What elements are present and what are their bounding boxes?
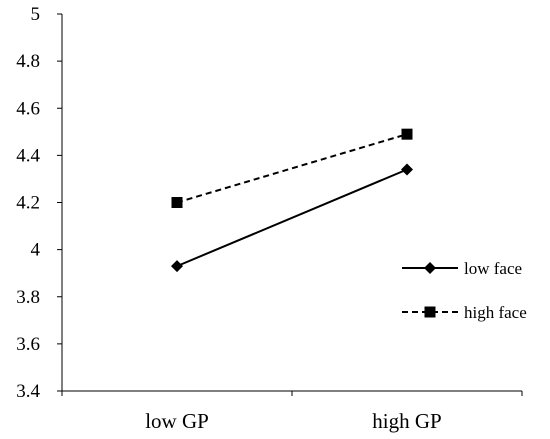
y-tick-label: 4.8 — [16, 51, 40, 72]
x-category-label: low GP — [145, 409, 209, 433]
y-axis-ticks: 3.4 3.6 3.8 4 4.2 4.4 4.6 4.8 5 — [16, 4, 62, 402]
series-line — [176, 168, 408, 268]
data-point-diamond — [401, 163, 413, 176]
data-point-square — [171, 197, 183, 208]
y-tick-label: 3.6 — [16, 334, 40, 355]
legend-marker-square — [424, 306, 436, 318]
y-tick-label: 4.6 — [16, 98, 40, 119]
series-high-face — [171, 128, 413, 208]
y-tick-label: 4.4 — [16, 145, 40, 166]
axes — [61, 14, 522, 392]
series-line — [176, 133, 408, 204]
data-point-square — [401, 128, 413, 140]
legend: low face high face — [402, 259, 527, 322]
legend-label: high face — [464, 303, 527, 322]
legend-marker-diamond — [424, 262, 436, 274]
legend-label: low face — [464, 259, 522, 278]
series-low-face — [171, 163, 413, 273]
data-point-diamond — [171, 260, 183, 273]
y-tick-label: 4.2 — [16, 193, 40, 214]
y-tick-label: 3.8 — [16, 287, 40, 308]
y-tick-label: 5 — [31, 4, 41, 25]
y-tick-label: 4 — [31, 240, 41, 261]
x-axis-categories: low GP high GP — [61, 391, 523, 433]
x-category-label: high GP — [372, 409, 441, 433]
y-tick-label: 3.4 — [16, 381, 40, 402]
series-group — [171, 128, 413, 273]
